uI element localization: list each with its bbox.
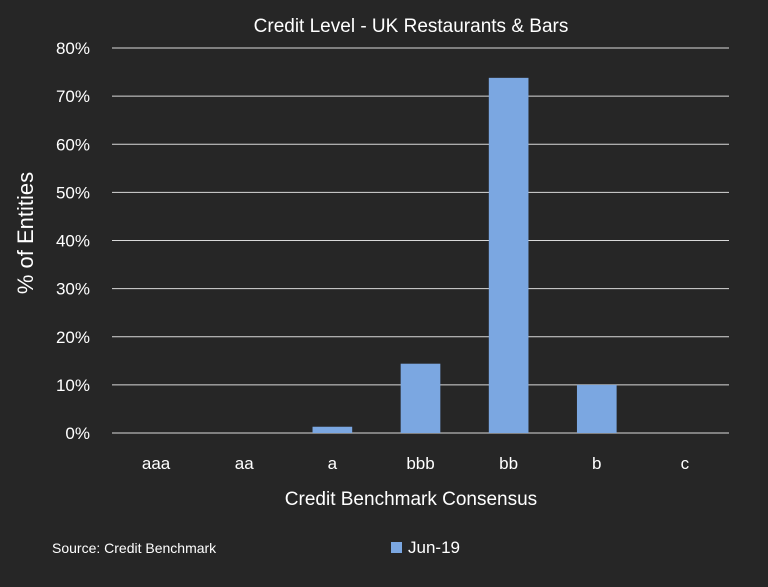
bar-bb [488,77,529,434]
y-tick-label: 70% [56,87,90,106]
legend-swatch [391,542,402,553]
bar-b [576,384,617,433]
bar-bbb [400,363,441,433]
y-tick-label: 10% [56,376,90,395]
x-tick-label: bb [499,454,518,473]
y-tick-label: 0% [65,424,90,443]
legend: Jun-19 [391,538,460,557]
x-tick-label: b [592,454,601,473]
y-axis-ticks: 0% 10% 20% 30% 40% 50% 60% 70% 80% [56,39,90,443]
chart-title: Credit Level - UK Restaurants & Bars [254,16,569,37]
x-tick-label: aa [235,454,254,473]
legend-label: Jun-19 [408,538,460,557]
y-tick-label: 60% [56,135,90,154]
bars [312,77,617,434]
y-axis-label: % of Entities [13,172,38,294]
x-axis-ticks: aaa aa a bbb bb b c [142,454,690,473]
y-tick-label: 40% [56,232,90,251]
y-tick-label: 30% [56,280,90,299]
x-tick-label: aaa [142,454,171,473]
x-tick-label: bbb [406,454,434,473]
y-tick-label: 80% [56,39,90,58]
x-tick-label: a [328,454,338,473]
y-tick-label: 50% [56,183,90,202]
x-axis-label: Credit Benchmark Consensus [285,489,537,510]
source-note: Source: Credit Benchmark [52,540,217,556]
bar-a [312,426,353,433]
x-tick-label: c [681,454,690,473]
y-tick-label: 20% [56,328,90,347]
